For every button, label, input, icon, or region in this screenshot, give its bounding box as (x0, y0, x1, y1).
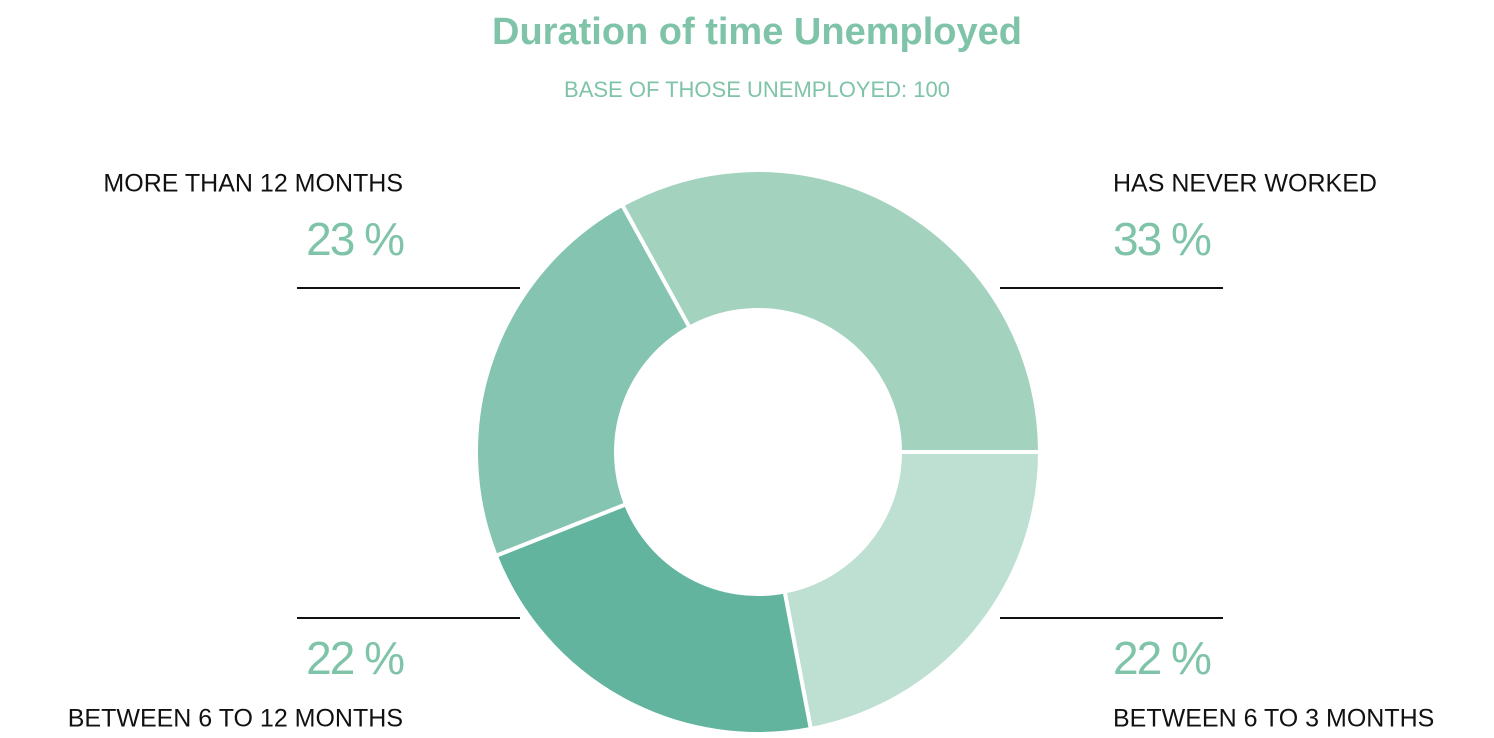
slice-name: MORE THAN 12 MONTHS (103, 170, 403, 198)
slice-value: 33 % (1113, 213, 1211, 265)
slice-name: HAS NEVER WORKED (1113, 170, 1377, 198)
slice-value: 23 % (306, 213, 404, 265)
chart-subtitle: BASE OF THOSE UNEMPLOYED: 100 (564, 77, 950, 102)
chart-title: Duration of time Unemployed (492, 11, 1022, 53)
donut-slice (474, 202, 693, 559)
slice-value: 22 % (306, 632, 404, 684)
slice-value: 22 % (1113, 632, 1211, 684)
donut-slice (493, 501, 814, 736)
slice-name: BETWEEN 6 TO 12 MONTHS (68, 705, 403, 733)
slice-name: BETWEEN 6 TO 3 MONTHS (1113, 705, 1434, 733)
donut-slice (619, 168, 1043, 454)
donut-slice (782, 450, 1043, 732)
